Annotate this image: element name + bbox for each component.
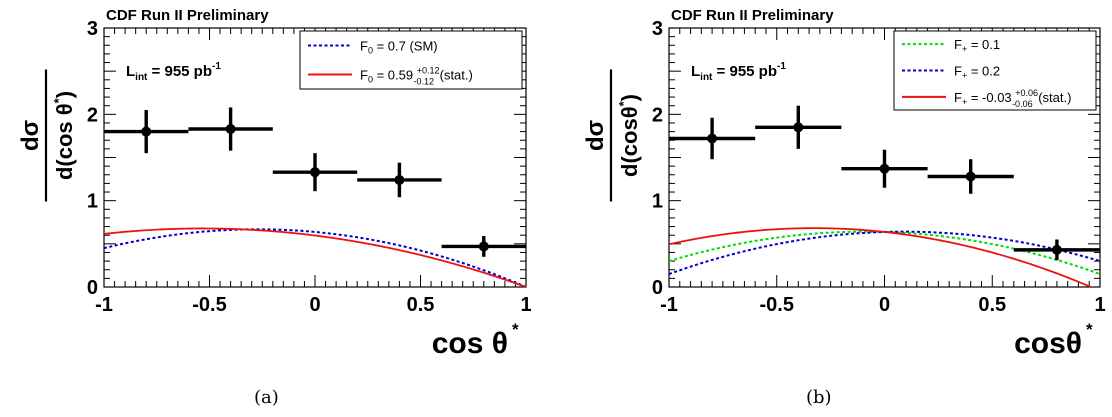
theory-curves [669,227,1100,287]
data-point [141,126,152,137]
curve-1 [669,230,1100,275]
y-axis-label-denominator: d(cosθ*) [616,94,642,177]
theory-curves [104,227,526,287]
x-tick-label: -0.5 [760,294,794,316]
x-axis-label: cos θ [432,327,508,360]
legend-label: F0 = 0.59 +0.12 -0.12 (stat.) [360,66,473,87]
chart-panel-b: -1 -0.5 0 0.5 1 0 1 2 3 CDF Run II Preliminary Lin… [582,7,1106,360]
data-point [793,122,804,133]
caption-b: (b) [806,387,832,408]
curve-3 [669,227,1094,287]
data-point [310,167,320,178]
x-axis-label-sup: * [512,320,519,339]
legend-label: F0 = 0.7 (SM) [360,39,438,56]
curve-2 [669,230,1100,275]
y-axis-label-numerator: dσ [17,120,44,151]
legend-box [299,30,523,90]
x-tick-label: 1 [520,294,531,316]
luminosity-label: Lint = 955 pb-1 [126,61,221,83]
x-tick-label: 0.5 [978,294,1006,316]
y-tick-label: 3 [87,18,98,40]
legend-label: F+ = 0.1 [954,37,1000,54]
data-points [104,107,526,257]
x-tick-label: -1 [660,294,678,316]
x-tick-label: -1 [95,294,113,316]
x-tick-label: 0.5 [407,294,435,316]
data-point [394,174,405,185]
legend: F0 = 0.7 (SM) F0 = 0.59 +0.12 -0.12 (stat.… [299,30,523,90]
y-tick-label: 0 [87,277,98,299]
data-point [965,171,976,182]
chart-panel-a: -1 -0.5 0 0.5 1 0 1 2 3 CDF Run II Preliminary Lin… [17,7,532,360]
x-axis-label: cosθ [1014,327,1082,360]
luminosity-label: Lint = 955 pb-1 [691,61,786,83]
data-point [478,241,489,252]
legend: F+ = 0.1 F+ = 0.2 F+ = -0.03 +0.06 -0.06 (s… [893,30,1097,111]
y-tick-label: 0 [652,277,663,299]
curve-2 [104,227,526,287]
x-axis-label-sup: * [1086,320,1093,339]
y-axis-label: dσ d(cosθ*) [582,69,642,202]
y-tick-label: 1 [87,191,98,213]
y-tick-label: 2 [87,104,98,126]
data-point [225,124,236,135]
caption-a: (a) [254,387,279,408]
x-tick-label: -0.5 [192,294,226,316]
chart-header: CDF Run II Preliminary [671,7,834,24]
x-tick-label: 0 [309,294,320,316]
legend-label: F+ = -0.03 +0.06 -0.06 (stat.) [954,88,1071,109]
data-point [707,133,718,144]
y-tick-label: 1 [652,191,663,213]
y-tick-label: 2 [652,104,663,126]
y-axis-label-denominator: d(cos θ*) [51,91,77,180]
x-tick-label: 0 [879,294,890,316]
legend-label: F+ = 0.2 [954,64,1000,81]
data-points [669,105,1100,261]
data-point [879,163,890,174]
y-axis-label-numerator: dσ [582,120,609,151]
y-tick-label: 3 [652,18,663,40]
x-tick-label: 1 [1094,294,1105,316]
y-axis-label: dσ d(cos θ*) [17,69,77,202]
chart-header: CDF Run II Preliminary [106,7,269,24]
data-point [1051,244,1062,255]
curve-1 [104,228,526,287]
